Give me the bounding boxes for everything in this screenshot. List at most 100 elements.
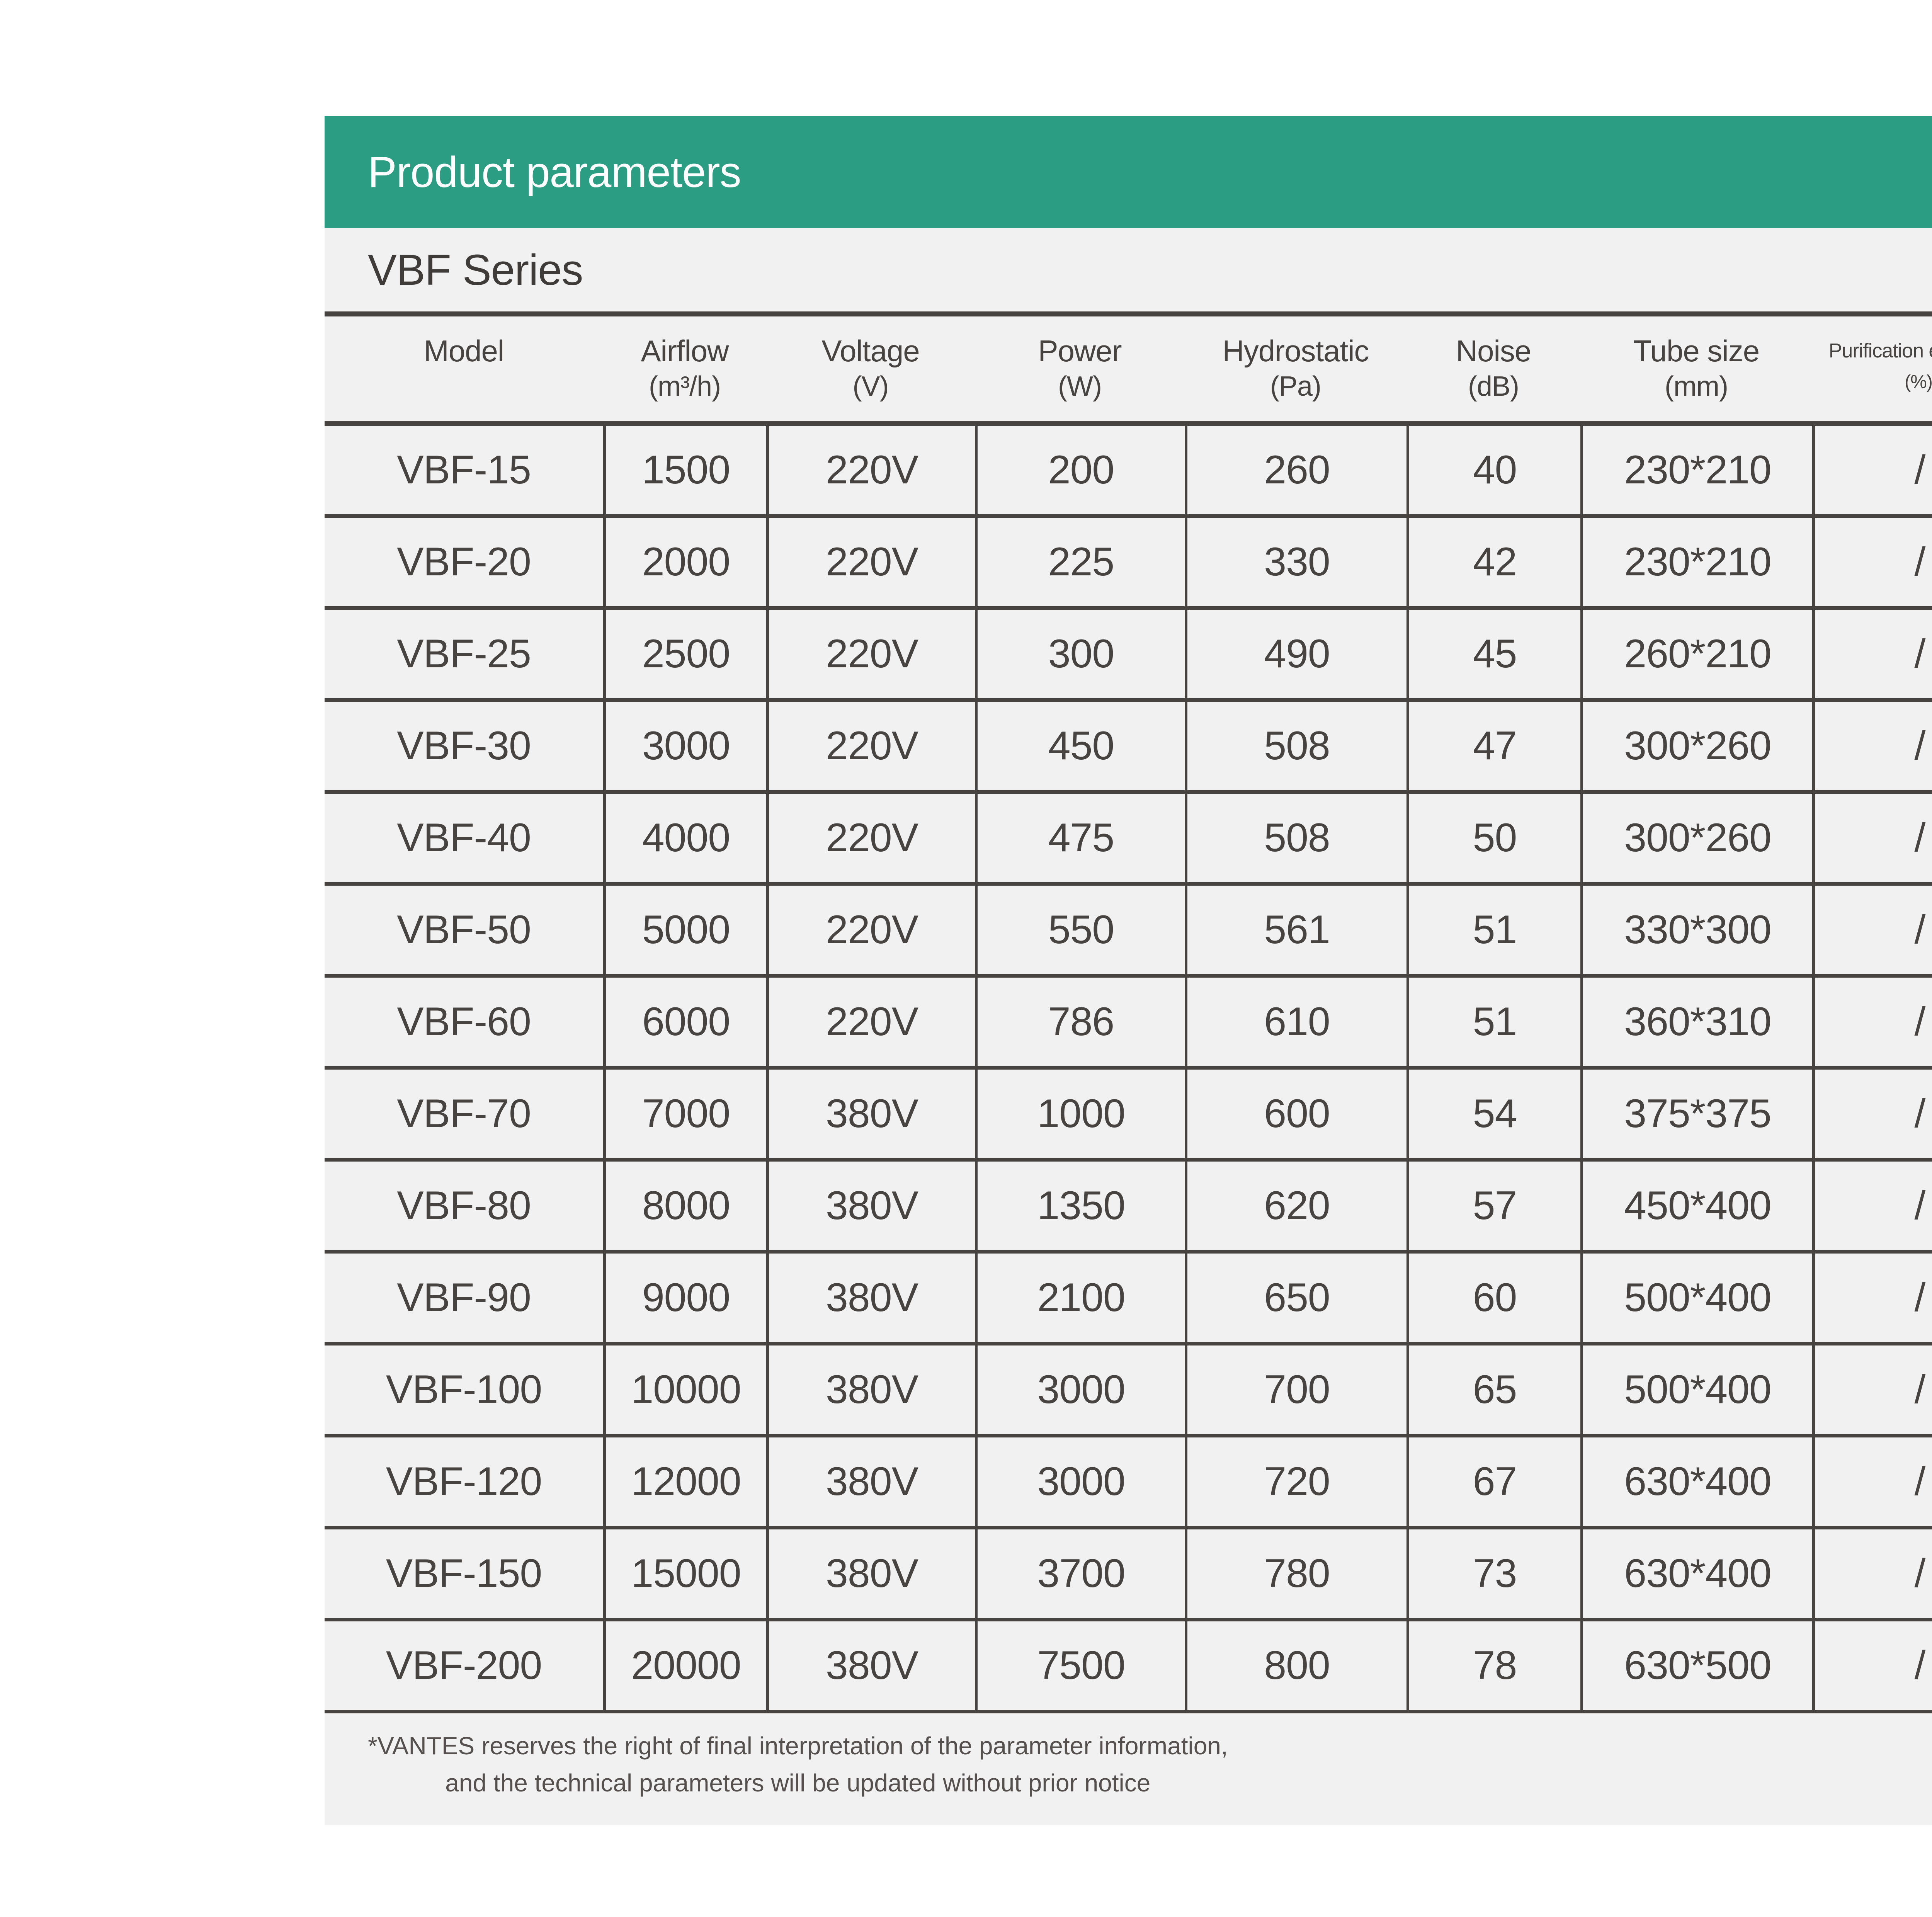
table-cell: 220V (766, 426, 975, 514)
table-cell: 260*210 (1580, 610, 1812, 698)
column-unit: (W) (1058, 371, 1102, 402)
section-title: Product parameters (368, 148, 742, 196)
table-cell: / (1812, 1162, 1932, 1250)
column-header-noise: Noise (dB) (1406, 333, 1580, 404)
table-cell: 230*210 (1580, 426, 1812, 514)
table-cell: 67 (1406, 1437, 1580, 1526)
table-cell: 786 (975, 978, 1185, 1066)
table-cell: 20000 (603, 1621, 766, 1710)
table-cell: VBF-15 (397, 447, 531, 492)
table-cell: / (1812, 426, 1932, 514)
table-cell: 220V (766, 886, 975, 974)
table-cell: VBF-30 (397, 723, 531, 768)
table-cell: 630*400 (1580, 1437, 1812, 1526)
table-cell: VBF-90 (397, 1275, 531, 1320)
table-cell: 630*400 (1580, 1529, 1812, 1618)
table-row: VBF-606000220V78661051360*310/700*760*60… (325, 978, 1932, 1070)
table-cell: 330 (1185, 518, 1406, 606)
table-cell: / (1812, 610, 1932, 698)
table-cell: 60 (1406, 1254, 1580, 1342)
table-cell: 45 (1406, 610, 1580, 698)
table-cell: 9000 (603, 1254, 766, 1342)
table-cell: 620 (1185, 1162, 1406, 1250)
column-unit: (V) (852, 371, 889, 402)
table-row: VBF-909000380V210065060500*400/900*1180*… (325, 1254, 1932, 1345)
table-cell: 550 (975, 886, 1185, 974)
table-cell: 1500 (603, 426, 766, 514)
table-cell: 380V (766, 1437, 975, 1526)
table-cell: 720 (1185, 1437, 1406, 1526)
table-row: VBF-12012000380V300072067630*400/1180*10… (325, 1437, 1932, 1529)
table-cell: VBF-100 (386, 1367, 542, 1412)
table-cell: VBF-60 (397, 999, 531, 1044)
table-cell: 220V (766, 978, 975, 1066)
table-cell: VBF-150 (386, 1551, 542, 1596)
column-header-power: Power (W) (975, 333, 1185, 404)
table-cell: 220V (766, 702, 975, 790)
table-cell: 561 (1185, 886, 1406, 974)
column-unit: (dB) (1468, 371, 1519, 402)
table-cell: / (1812, 1529, 1932, 1618)
column-unit: (mm) (1665, 371, 1728, 402)
section-header-bar: Product parameters (325, 116, 1932, 228)
table-cell: 3000 (975, 1345, 1185, 1434)
table-cell: 330*300 (1580, 886, 1812, 974)
column-label: Noise (1456, 334, 1531, 368)
table-cell: 380V (766, 1254, 975, 1342)
table-cell: / (1812, 1070, 1932, 1158)
table-cell: VBF-120 (386, 1459, 542, 1504)
column-header-purification-efficiency: Purification efficiency (%) (1812, 337, 1932, 400)
table-cell: 360*310 (1580, 978, 1812, 1066)
table-cell: 610 (1185, 978, 1406, 1066)
table-row: VBF-202000220V22533042230*210/450*450*50… (325, 518, 1932, 610)
table-cell: 475 (975, 794, 1185, 882)
table-cell: 65 (1406, 1345, 1580, 1434)
table-cell: 300*260 (1580, 794, 1812, 882)
table-cell: 57 (1406, 1162, 1580, 1250)
table-cell: 650 (1185, 1254, 1406, 1342)
table-cell: 2000 (603, 518, 766, 606)
table-cell: 4000 (603, 794, 766, 882)
table-cell: VBF-70 (397, 1091, 531, 1136)
footnote-line-2: and the technical parameters will be upd… (445, 1769, 1151, 1797)
table-cell: 450*400 (1580, 1162, 1812, 1250)
table-cell: 200 (975, 426, 1185, 514)
table-cell: 1000 (975, 1070, 1185, 1158)
table-cell: 78 (1406, 1621, 1580, 1710)
table-cell: 1350 (975, 1162, 1185, 1250)
table-cell: VBF-200 (386, 1643, 542, 1688)
table-cell: 3000 (975, 1437, 1185, 1526)
table-cell: / (1812, 702, 1932, 790)
table-cell: 15000 (603, 1529, 766, 1618)
table-cell: 6000 (603, 978, 766, 1066)
table-cell: VBF-40 (397, 815, 531, 860)
series-title: VBF Series (368, 245, 583, 294)
table-cell: / (1812, 518, 1932, 606)
table-cell: 3000 (603, 702, 766, 790)
table-cell: 225 (975, 518, 1185, 606)
table-cell: VBF-25 (397, 631, 531, 676)
column-header-airflow: Airflow (m³/h) (603, 333, 766, 404)
table-cell: 260 (1185, 426, 1406, 514)
table-cell: / (1812, 1345, 1932, 1434)
table-cell: 380V (766, 1070, 975, 1158)
table-row: VBF-303000220V45050847300*260/550*520*55… (325, 702, 1932, 794)
table-row: VBF-707000380V100060054375*375/800*860*8… (325, 1070, 1932, 1162)
table-cell: 7000 (603, 1070, 766, 1158)
table-cell: VBF-20 (397, 539, 531, 584)
product-parameters-panel: Product parameters VBF Series Model Airfl… (325, 116, 1932, 1825)
table-cell: 3700 (975, 1529, 1185, 1618)
table-cell: / (1812, 1437, 1932, 1526)
table-row: VBF-20020000380V750080078630*500/1140*10… (325, 1621, 1932, 1713)
table-row: VBF-808000380V135062057450*400/900*900*9… (325, 1162, 1932, 1254)
table-cell: 380V (766, 1345, 975, 1434)
table-cell: 220V (766, 610, 975, 698)
table-cell: 2500 (603, 610, 766, 698)
table-row: VBF-151500220V20026040230*210/450*450*50… (325, 426, 1932, 518)
table-cell: 2100 (975, 1254, 1185, 1342)
table-cell: 73 (1406, 1529, 1580, 1618)
table-cell: 600 (1185, 1070, 1406, 1158)
table-cell: / (1812, 1254, 1932, 1342)
table-row: VBF-404000220V47550850300*260/550*520*55… (325, 794, 1932, 886)
table-cell: 380V (766, 1162, 975, 1250)
